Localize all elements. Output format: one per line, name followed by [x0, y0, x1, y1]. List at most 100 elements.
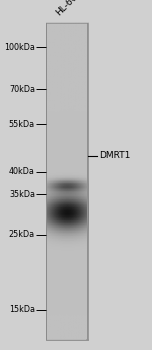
Bar — [46, 304, 88, 308]
Text: 55kDa: 55kDa — [9, 120, 35, 129]
Bar — [46, 136, 88, 140]
Bar — [46, 270, 88, 273]
Bar — [46, 187, 88, 191]
Bar — [46, 288, 88, 292]
Bar — [46, 133, 88, 137]
Text: 70kDa: 70kDa — [9, 85, 35, 94]
Bar — [46, 168, 88, 172]
Bar — [46, 311, 88, 314]
Bar — [46, 79, 88, 83]
Bar — [46, 98, 88, 102]
Bar — [46, 26, 88, 29]
Bar — [46, 117, 88, 121]
Bar — [46, 263, 88, 267]
Bar — [46, 38, 88, 42]
Bar — [86, 23, 88, 340]
Bar — [46, 317, 88, 321]
Bar — [46, 92, 88, 96]
Bar — [46, 279, 88, 282]
Bar — [46, 54, 88, 58]
Bar — [46, 333, 88, 336]
Bar — [46, 70, 88, 74]
Bar — [46, 44, 88, 48]
Bar — [46, 234, 88, 238]
Bar — [46, 114, 88, 118]
Bar — [46, 336, 88, 340]
Bar — [46, 194, 88, 197]
Bar — [46, 174, 88, 178]
Bar — [46, 285, 88, 289]
Bar — [46, 23, 47, 340]
Bar — [46, 260, 88, 264]
Text: 25kDa: 25kDa — [9, 230, 35, 239]
Bar — [46, 155, 88, 159]
Bar — [46, 197, 88, 200]
Bar — [46, 238, 88, 241]
Bar — [46, 209, 88, 213]
Bar — [46, 231, 88, 235]
Bar — [46, 48, 88, 51]
Bar — [46, 177, 88, 181]
Bar — [46, 298, 88, 301]
Bar — [46, 181, 88, 184]
Bar — [46, 95, 88, 99]
Bar — [46, 320, 88, 324]
Bar — [46, 86, 88, 89]
Bar — [46, 61, 88, 64]
Bar — [46, 257, 88, 260]
Bar — [46, 23, 88, 340]
Bar — [46, 22, 88, 26]
Bar — [46, 57, 88, 61]
Bar — [46, 327, 88, 330]
Bar — [46, 67, 88, 70]
Bar — [46, 108, 88, 111]
Bar — [46, 206, 88, 210]
Bar — [46, 83, 88, 86]
Bar — [46, 121, 88, 124]
Bar — [46, 273, 88, 276]
Bar — [46, 165, 88, 168]
Bar — [46, 171, 88, 175]
Bar — [46, 89, 88, 92]
Bar — [46, 159, 88, 162]
Bar — [46, 251, 88, 254]
Bar — [46, 111, 88, 114]
Bar — [46, 152, 88, 156]
Bar — [46, 254, 88, 257]
Bar — [46, 130, 88, 134]
Bar — [46, 247, 88, 251]
Bar — [46, 203, 88, 206]
Bar — [46, 244, 88, 248]
Bar — [46, 330, 88, 333]
Bar — [46, 292, 88, 295]
Bar — [46, 76, 88, 80]
Bar — [46, 222, 88, 225]
Bar — [46, 241, 88, 244]
Bar — [46, 29, 88, 32]
Text: HL-60: HL-60 — [54, 0, 79, 18]
Bar — [46, 143, 88, 146]
Bar — [46, 276, 88, 279]
Text: 40kDa: 40kDa — [9, 167, 35, 176]
Bar — [46, 23, 47, 340]
Bar — [46, 266, 88, 270]
Bar — [46, 219, 88, 222]
Bar — [46, 51, 88, 55]
Bar — [46, 200, 88, 203]
Bar — [46, 35, 88, 38]
Bar — [46, 124, 88, 127]
Bar — [46, 162, 88, 165]
Bar — [46, 140, 88, 143]
Bar — [46, 184, 88, 188]
Bar — [46, 64, 88, 67]
Bar — [87, 23, 88, 340]
Bar — [46, 73, 88, 77]
Bar — [46, 282, 88, 286]
Bar — [46, 301, 88, 304]
Bar — [46, 146, 88, 149]
Text: 100kDa: 100kDa — [4, 43, 35, 52]
Bar — [46, 23, 88, 340]
Bar — [46, 190, 88, 194]
Bar — [46, 228, 88, 232]
Bar — [46, 295, 88, 298]
